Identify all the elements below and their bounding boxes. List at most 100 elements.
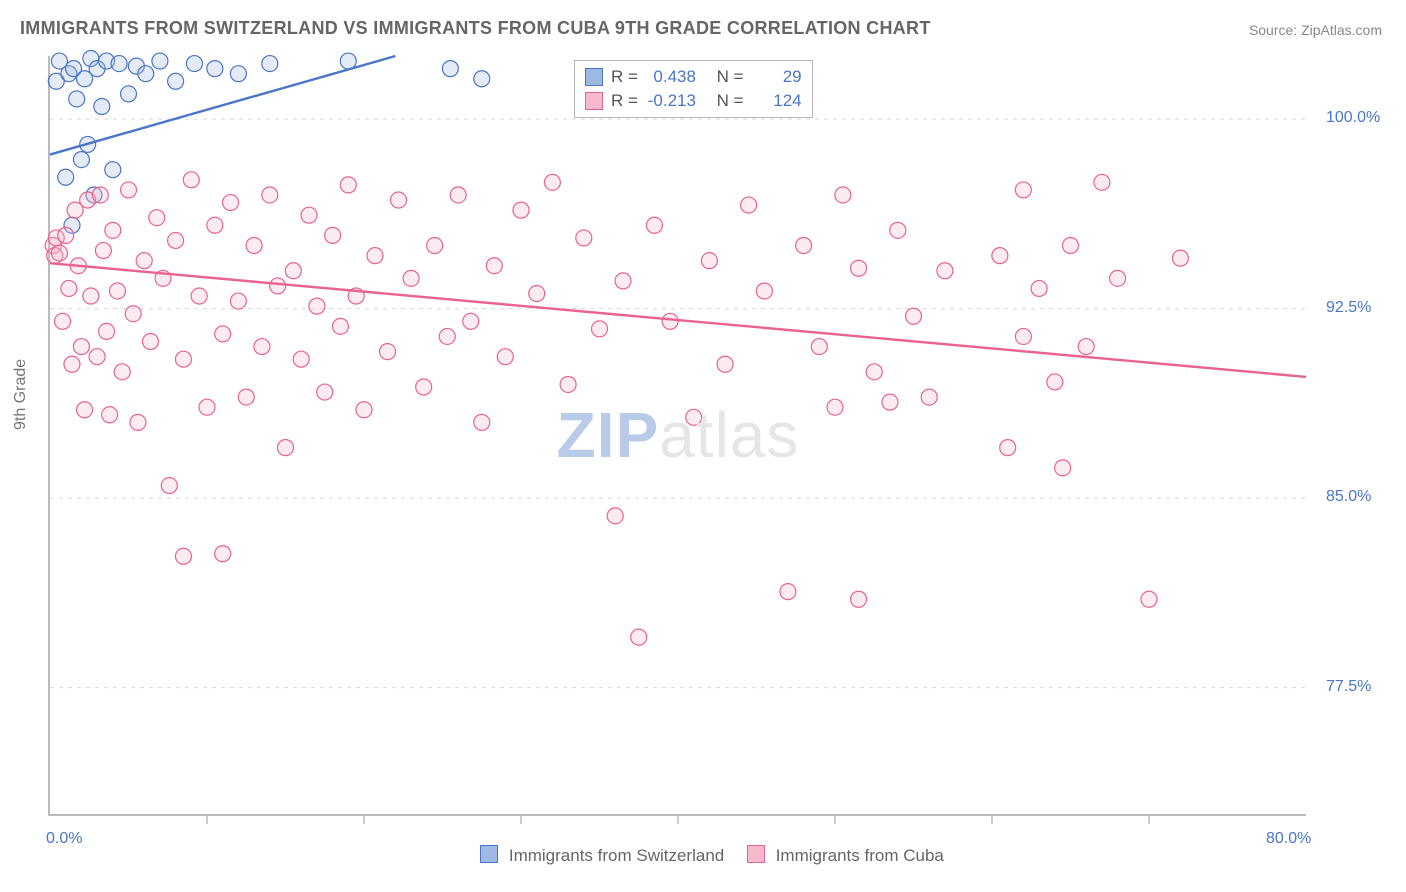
data-point <box>1172 250 1188 266</box>
stats-r-value-switzerland: 0.438 <box>646 65 696 89</box>
data-point <box>497 349 513 365</box>
data-point <box>325 227 341 243</box>
y-tick-label: 85.0% <box>1326 488 1371 506</box>
data-point <box>102 407 118 423</box>
data-point <box>544 174 560 190</box>
data-point <box>94 99 110 115</box>
bottom-legend: Immigrants from Switzerland Immigrants f… <box>0 845 1406 866</box>
data-point <box>576 230 592 246</box>
data-point <box>175 351 191 367</box>
data-point <box>560 376 576 392</box>
stats-n-value-cuba: 124 <box>752 89 802 113</box>
data-point <box>215 546 231 562</box>
data-point <box>223 195 239 211</box>
data-point <box>811 339 827 355</box>
data-point <box>380 344 396 360</box>
data-point <box>463 313 479 329</box>
data-point <box>851 591 867 607</box>
data-point <box>130 414 146 430</box>
data-point <box>207 217 223 233</box>
data-point <box>416 379 432 395</box>
data-point <box>73 152 89 168</box>
data-point <box>442 61 458 77</box>
data-point <box>741 197 757 213</box>
data-point <box>367 248 383 264</box>
data-point <box>175 548 191 564</box>
data-point <box>631 629 647 645</box>
data-point <box>592 321 608 337</box>
data-point <box>906 308 922 324</box>
y-tick-label: 100.0% <box>1326 109 1380 127</box>
data-point <box>439 328 455 344</box>
data-point <box>835 187 851 203</box>
data-point <box>937 263 953 279</box>
y-tick-label: 92.5% <box>1326 299 1371 317</box>
data-point <box>474 71 490 87</box>
data-point <box>1094 174 1110 190</box>
data-point <box>105 162 121 178</box>
data-point <box>1141 591 1157 607</box>
data-point <box>1047 374 1063 390</box>
data-point <box>183 172 199 188</box>
data-point <box>293 351 309 367</box>
legend-swatch-switzerland <box>585 68 603 86</box>
data-point <box>207 61 223 77</box>
data-point <box>646 217 662 233</box>
stats-r-value-cuba: -0.213 <box>646 89 696 113</box>
data-point <box>199 399 215 415</box>
data-point <box>1031 280 1047 296</box>
y-tick-label: 77.5% <box>1326 678 1371 696</box>
data-point <box>607 508 623 524</box>
data-point <box>285 263 301 279</box>
data-point <box>121 182 137 198</box>
data-point <box>152 53 168 69</box>
stats-n-value-switzerland: 29 <box>752 65 802 89</box>
stats-n-label: N = <box>717 65 744 89</box>
data-point <box>89 349 105 365</box>
data-point <box>55 313 71 329</box>
data-point <box>168 73 184 89</box>
data-point <box>110 283 126 299</box>
data-point <box>92 187 108 203</box>
data-point <box>73 339 89 355</box>
data-point <box>1015 328 1031 344</box>
data-point <box>827 399 843 415</box>
data-point <box>1055 460 1071 476</box>
data-point <box>230 293 246 309</box>
data-point <box>1078 339 1094 355</box>
data-point <box>301 207 317 223</box>
stats-n-label: N = <box>717 89 744 113</box>
data-point <box>686 409 702 425</box>
legend-label-cuba: Immigrants from Cuba <box>776 846 944 865</box>
stats-r-label: R = <box>611 65 638 89</box>
data-point <box>486 258 502 274</box>
data-point <box>513 202 529 218</box>
data-point <box>99 323 115 339</box>
data-point <box>168 232 184 248</box>
data-point <box>125 306 141 322</box>
data-point <box>662 313 678 329</box>
data-point <box>77 402 93 418</box>
scatter-plot: ZIPatlas R = 0.438 N = 29 R = -0.213 N =… <box>48 56 1306 816</box>
data-point <box>529 286 545 302</box>
legend-swatch-cuba <box>585 92 603 110</box>
legend-label-switzerland: Immigrants from Switzerland <box>509 846 724 865</box>
data-point <box>615 273 631 289</box>
data-point <box>83 288 99 304</box>
data-point <box>95 243 111 259</box>
data-point <box>230 66 246 82</box>
data-point <box>138 66 154 82</box>
data-point <box>921 389 937 405</box>
data-point <box>58 227 74 243</box>
data-point <box>796 238 812 254</box>
legend-swatch-cuba <box>747 845 765 863</box>
data-point <box>474 414 490 430</box>
data-point <box>149 210 165 226</box>
data-point <box>51 245 67 261</box>
data-point <box>278 440 294 456</box>
data-point <box>890 222 906 238</box>
legend-swatch-switzerland <box>480 845 498 863</box>
data-point <box>332 318 348 334</box>
stats-r-label: R = <box>611 89 638 113</box>
data-point <box>61 280 77 296</box>
